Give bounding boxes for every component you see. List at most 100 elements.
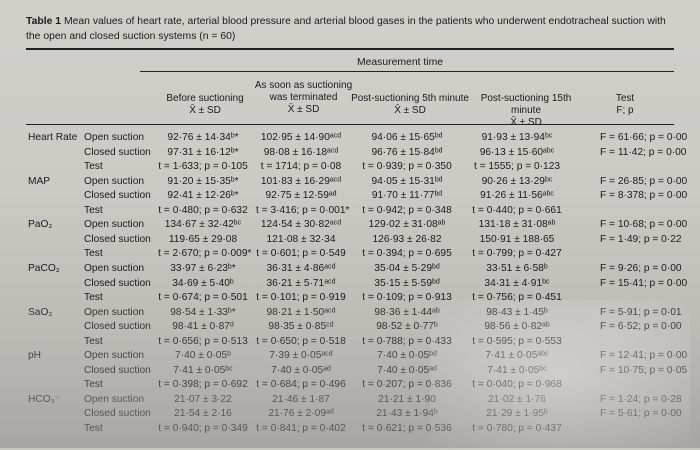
- table-cell-test: F = 10·75; p = 0·05: [600, 365, 688, 376]
- table-cell-15th-minute: 91·93 ± 13·94ᵇᶜ: [481, 132, 553, 143]
- table-cell-15th-minute: t = 0·040; p = 0·968: [472, 379, 562, 390]
- table-cell-terminated: t = 3·416; p = 0·001*: [256, 205, 350, 216]
- table-cell-5th-minute: t = 0·788; p = 0·433: [362, 336, 452, 347]
- table-cell-before: t = 0·656; p = 0·513: [158, 336, 248, 347]
- table-cell-5th-minute: 126·93 ± 26·82: [372, 234, 442, 245]
- table-cell-terminated: 21·46 ± 1·87: [272, 394, 330, 405]
- table-cell-test: F = 6·52; p = 0·00: [600, 321, 682, 332]
- table-cell-terminated: 7·39 ± 0·05ᵃᶜᵈ: [269, 350, 333, 361]
- table-cell-before: 92·76 ± 14·34ᵇ*: [167, 132, 239, 143]
- table-cell-15th-minute: 131·18 ± 31·08ᵃᵇ: [478, 219, 556, 230]
- column-header-line: X̄ ± SD: [189, 105, 221, 116]
- table-cell-terminated: 98·08 ± 16·18ᵃᶜᵈ: [263, 147, 339, 158]
- table-row-group: Closed suction: [84, 234, 151, 245]
- column-header-test: Test F; p: [605, 93, 645, 117]
- table-row-group: Test: [84, 292, 103, 303]
- table-cell-5th-minute: 98·52 ± 0·77ᵇ: [376, 321, 438, 332]
- table-row-group: Test: [84, 205, 103, 216]
- table-row-group: Test: [84, 161, 103, 172]
- table-cell-test: F = 8·378; p = 0·00: [600, 190, 688, 201]
- table-cell-15th-minute: 96·13 ± 15·60ᵃᵇᶜ: [479, 147, 555, 158]
- table-cell-before: 7·41 ± 0·05ᵇᶜ: [173, 365, 233, 376]
- table-row-parameter: PaCO₂: [28, 263, 60, 274]
- table-cell-5th-minute: 129·02 ± 31·08ᵃᵇ: [368, 219, 446, 230]
- table-cell-before: 119·65 ± 29·08: [168, 234, 238, 245]
- column-header-line: X̄ ± SD: [510, 117, 542, 128]
- table-cell-terminated: 7·40 ± 0·05ᵃᵈ: [271, 365, 331, 376]
- table-cell-before: 92·41 ± 12·26ᵇ*: [167, 190, 239, 201]
- column-header-5th-minute: Post-suctioning 5th minute X̄ ± SD: [350, 93, 470, 117]
- table-cell-5th-minute: 98·36 ± 1·44ᵃᵇ: [374, 307, 440, 318]
- table-cell-before: 21·07 ± 3·22: [174, 394, 232, 405]
- table-cell-before: t = 0·940; p = 0·349: [158, 423, 248, 434]
- table-cell-terminated: 98·21 ± 1·50ᵃᶜᵈ: [266, 307, 336, 318]
- table-cell-15th-minute: 21·02 ± 1·76: [488, 394, 546, 405]
- table-cell-15th-minute: 7·41 ± 0·05ᵃᵇᶜ: [485, 350, 549, 361]
- table-cell-5th-minute: t = 0·621; p = 0·536: [362, 423, 452, 434]
- column-header-terminated: As soon as suctioning was terminated X̄ …: [246, 80, 361, 116]
- table-cell-15th-minute: 98·56 ± 0·82ᵃᵇ: [484, 321, 550, 332]
- table-cell-test: F = 5·61; p = 0·00: [600, 408, 682, 419]
- table-row-group: Open suction: [84, 394, 145, 405]
- table-cell-before: 7·40 ± 0·05ᵇ: [175, 350, 231, 361]
- column-header-line: X̄ ± SD: [394, 105, 426, 116]
- table-cell-terminated: 92·75 ± 12·59ᵃᵈ: [265, 190, 337, 201]
- table-cell-15th-minute: t = 1555; p = 0·123: [473, 161, 561, 172]
- table-cell-terminated: 101·83 ± 16·29ᵃᶜᵈ: [260, 176, 342, 187]
- column-header-line: Post-suctioning 15th minute: [480, 93, 572, 116]
- table-row-group: Open suction: [84, 176, 145, 187]
- table-cell-15th-minute: 90·26 ± 13·29ᵇᶜ: [481, 176, 553, 187]
- table-cell-terminated: 98·35 ± 0·85ᶜᵈ: [268, 321, 334, 332]
- table-cell-5th-minute: 35·04 ± 5·29ᵇᵈ: [374, 263, 440, 274]
- table-row-parameter: SaO₂: [28, 307, 53, 318]
- column-header-line: As soon as suctioning: [254, 80, 353, 91]
- table-cell-test: F = 10·68; p = 0·00: [600, 219, 688, 230]
- column-header-line: Post-suctioning 5th minute: [351, 93, 469, 104]
- table-row-parameter: HCO₃⁻: [28, 394, 61, 405]
- table-cell-15th-minute: 7·41 ± 0·05ᵇᶜ: [487, 365, 547, 376]
- table-cell-terminated: 36·21 ± 5·71ᵃᶜᵈ: [266, 278, 336, 289]
- table-cell-terminated: t = 0·650; p = 0·518: [256, 336, 346, 347]
- table-cell-test: F = 9·26; p = 0·00: [600, 263, 682, 274]
- table-cell-15th-minute: 91·26 ± 11·56ᵃᵇᶜ: [480, 190, 554, 201]
- table-cell-terminated: t = 0·684; p = 0·496: [256, 379, 346, 390]
- table-caption: Table 1 Mean values of heart rate, arter…: [26, 14, 676, 44]
- table-row-group: Closed suction: [84, 147, 151, 158]
- table-cell-before: 98·54 ± 1·33ᵇ*: [170, 307, 236, 318]
- table-caption-text: Mean values of heart rate, arterial bloo…: [26, 16, 666, 42]
- table-row-group: Test: [84, 248, 103, 259]
- table-cell-15th-minute: 98·43 ± 1·45ᵇ: [486, 307, 548, 318]
- table-row-group: Closed suction: [84, 365, 151, 376]
- spanner-rule: [140, 71, 674, 72]
- table-cell-terminated: t = 0·601; p = 0·549: [256, 248, 346, 259]
- table-cell-before: 97·31 ± 16·12ᵇ*: [167, 147, 239, 158]
- table-row-group: Open suction: [84, 132, 145, 143]
- column-header-line: X̄ ± SD: [287, 104, 320, 115]
- table-row-group: Closed suction: [84, 278, 151, 289]
- table-cell-terminated: 121·08 ± 32·34: [266, 234, 336, 245]
- table-cell-5th-minute: t = 0·942; p = 0·348: [362, 205, 452, 216]
- table-cell-15th-minute: t = 0·799; p = 0·427: [472, 248, 562, 259]
- measurement-time-heading: Measurement time: [356, 57, 444, 68]
- table-cell-15th-minute: 150·91 ± 188·65: [479, 234, 555, 245]
- table-cell-before: 98·41 ± 0·87ᵈ: [172, 321, 234, 332]
- table-row-group: Closed suction: [84, 408, 151, 419]
- table-cell-5th-minute: t = 0·109; p = 0·913: [362, 292, 452, 303]
- table-cell-15th-minute: t = 0·756; p = 0·451: [472, 292, 562, 303]
- table-cell-before: 134·67 ± 32·42ᵇᶜ: [164, 219, 242, 230]
- table-cell-15th-minute: 21·29 ± 1·95ᵇ: [486, 408, 548, 419]
- table-cell-5th-minute: 94·05 ± 15·31ᵇᵈ: [371, 176, 443, 187]
- table-cell-before: t = 0·480; p = 0·632: [158, 205, 248, 216]
- table-cell-5th-minute: t = 0·939; p = 0·350: [362, 161, 452, 172]
- table-cell-test: F = 11·42; p = 0·00: [600, 147, 687, 158]
- top-rule: [26, 48, 674, 50]
- table-cell-before: t = 0·674; p = 0·501: [158, 292, 248, 303]
- column-header-line: F; p: [616, 105, 634, 116]
- table-row-parameter: Heart Rate: [28, 132, 78, 143]
- table-label: Table 1: [26, 16, 62, 27]
- table-row-group: Closed suction: [84, 190, 151, 201]
- table-row-group: Test: [84, 423, 103, 434]
- table-cell-test: F = 1·49; p = 0·22: [600, 234, 682, 245]
- table-cell-5th-minute: 7·40 ± 0·05ᵇᵈ: [377, 350, 437, 361]
